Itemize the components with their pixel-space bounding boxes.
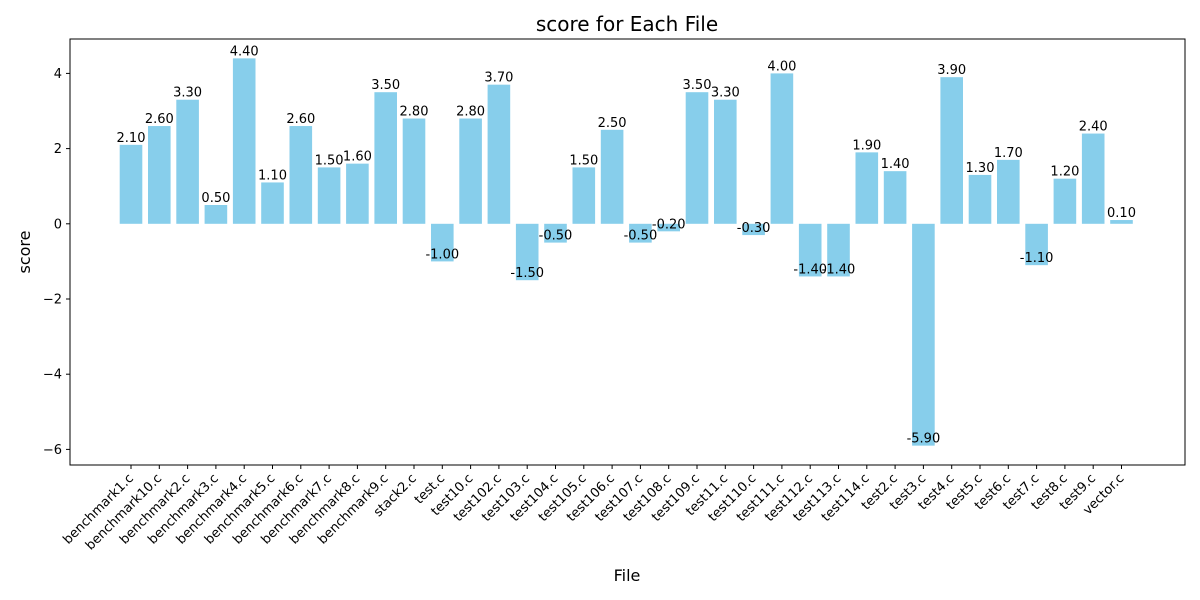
bar [515, 223, 539, 281]
data-label: 1.60 [343, 150, 372, 165]
bar [289, 126, 313, 224]
data-label: 0.50 [201, 191, 230, 206]
data-label: 3.30 [173, 86, 202, 101]
data-label: 3.50 [371, 78, 400, 93]
bar [1025, 223, 1048, 266]
data-label: 3.30 [711, 86, 740, 101]
data-label: -0.50 [539, 229, 573, 244]
data-label: 1.40 [881, 157, 910, 172]
bar [1081, 133, 1105, 224]
y-tick-label: −4 [43, 368, 62, 383]
data-label: -1.10 [1020, 251, 1054, 266]
bar [176, 99, 199, 224]
y-axis-label: score [15, 231, 34, 274]
data-label: 1.70 [994, 146, 1023, 161]
bar [968, 174, 992, 224]
data-label: 2.40 [1079, 120, 1108, 135]
y-axis: −6 −4 −2 0 2 4 [43, 67, 70, 458]
bars-layer [119, 58, 1133, 446]
bar [459, 118, 482, 224]
x-axis: benchmark1.cbenchmark10.cbenchmark2.cben… [61, 465, 1127, 553]
data-label: -1.40 [822, 262, 856, 277]
bar [572, 167, 596, 224]
bar [883, 171, 907, 224]
data-label: 3.50 [683, 78, 712, 93]
bar [742, 223, 765, 236]
data-label: 3.70 [484, 71, 513, 86]
bar [119, 144, 143, 224]
plot-frame [69, 38, 1186, 466]
bar [798, 223, 822, 277]
bar [204, 205, 228, 224]
data-label: -0.20 [652, 217, 686, 232]
y-tick-label: −2 [43, 293, 62, 308]
bar [544, 223, 567, 243]
bar [1110, 220, 1133, 224]
y-tick-label: 2 [54, 142, 62, 157]
bar [770, 73, 794, 224]
data-label: 3.90 [937, 63, 966, 78]
bar [629, 223, 652, 243]
data-label: 1.10 [258, 168, 287, 183]
x-axis-label: File [614, 566, 641, 585]
bar [346, 163, 369, 224]
data-label: -0.30 [737, 221, 771, 236]
y-tick-label: 0 [54, 217, 62, 232]
bar [657, 223, 680, 232]
bar [431, 223, 454, 262]
bar [940, 77, 963, 224]
data-label: 2.60 [286, 112, 315, 127]
bar [148, 126, 171, 224]
chart-title: score for Each File [536, 12, 718, 36]
bar [487, 84, 511, 224]
bar [997, 159, 1020, 224]
data-label: 0.10 [1107, 206, 1136, 221]
y-tick-label: 4 [54, 67, 62, 82]
data-label: 4.40 [230, 44, 259, 59]
bar [600, 129, 624, 224]
y-tick-label: −6 [43, 443, 62, 458]
bar [855, 152, 879, 224]
bar [232, 58, 256, 224]
data-labels: 2.102.603.300.504.401.102.601.50 1.603.50… [117, 44, 1136, 446]
data-label: 1.90 [852, 138, 881, 153]
data-label: -0.50 [624, 229, 658, 244]
bar [912, 223, 935, 446]
data-label: 1.30 [966, 161, 995, 176]
data-label: -5.90 [907, 432, 941, 447]
bar [402, 118, 426, 224]
data-label: 2.50 [598, 116, 627, 131]
data-label: 2.10 [117, 131, 146, 146]
bar [374, 92, 397, 224]
bar [714, 99, 737, 224]
data-label: -1.40 [793, 262, 827, 277]
data-label: 1.20 [1050, 165, 1079, 180]
data-label: 2.80 [400, 105, 429, 120]
data-label: 2.60 [145, 112, 174, 127]
data-label: 2.80 [456, 105, 485, 120]
bar [1053, 178, 1077, 224]
data-label: -1.50 [510, 266, 544, 281]
data-label: 4.00 [767, 59, 796, 74]
data-label: -1.00 [425, 247, 459, 262]
data-label: 1.50 [569, 153, 598, 168]
data-label: 1.50 [315, 153, 344, 168]
bar [827, 223, 850, 277]
bar [685, 92, 709, 224]
bar [261, 182, 284, 224]
bar [317, 167, 341, 224]
